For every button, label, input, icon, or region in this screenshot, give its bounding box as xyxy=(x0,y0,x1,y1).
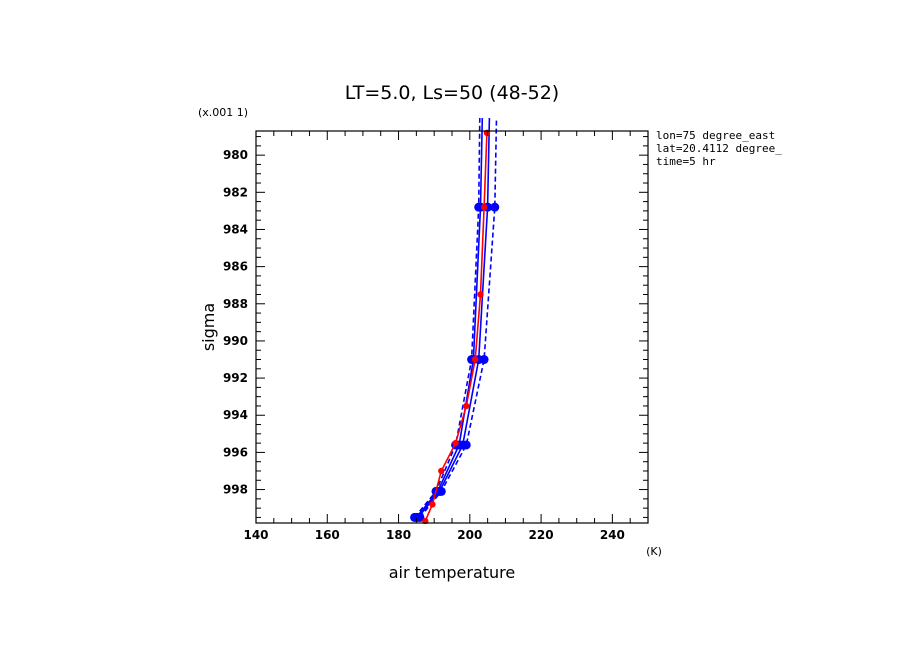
data-point xyxy=(463,402,470,410)
x-tick-label: 220 xyxy=(529,528,554,542)
y-tick-label: 986 xyxy=(223,260,248,274)
plot-frame xyxy=(255,130,649,524)
y-tick-label: 980 xyxy=(223,148,248,162)
data-point xyxy=(452,439,459,447)
series-line xyxy=(413,117,481,518)
y-unit-label: (x.001 1) xyxy=(198,106,248,119)
data-point xyxy=(429,501,436,508)
data-point xyxy=(410,512,420,522)
series-line xyxy=(415,117,484,518)
x-unit-label: (K) xyxy=(646,545,662,558)
x-tick-label: 160 xyxy=(315,528,340,542)
y-tick-label: 988 xyxy=(223,297,248,311)
y-axis: 980 982 984 986 988 990 992 994 996 998 xyxy=(223,136,648,518)
y-tick-label: 996 xyxy=(223,445,248,459)
data-point xyxy=(490,202,500,212)
y-tick-label: 984 xyxy=(223,222,248,236)
x-axis-title: air temperature xyxy=(389,563,515,582)
series-layer xyxy=(410,117,500,524)
data-point xyxy=(471,356,479,363)
y-tick-label: 982 xyxy=(223,185,248,199)
x-axis: 140 160 180 200 220 240 xyxy=(243,131,649,542)
y-tick-label: 990 xyxy=(223,334,248,348)
series-2 xyxy=(415,117,500,522)
data-point xyxy=(477,291,484,298)
x-tick-label: 180 xyxy=(386,528,411,542)
data-point xyxy=(438,467,445,475)
data-point xyxy=(474,202,484,212)
y-tick-label: 998 xyxy=(223,483,248,497)
data-point xyxy=(480,203,488,211)
x-tick-label: 200 xyxy=(457,528,482,542)
y-tick-label: 992 xyxy=(223,371,248,385)
chart-title: LT=5.0, Ls=50 (48-52) xyxy=(345,82,559,104)
annotation-time: time=5 hr xyxy=(656,155,716,168)
y-axis-title: sigma xyxy=(199,303,218,351)
x-tick-label: 140 xyxy=(243,528,268,542)
y-tick-label: 994 xyxy=(223,408,248,422)
data-point xyxy=(458,440,468,450)
x-tick-label: 240 xyxy=(600,528,625,542)
annotation-lat: lat=20.4112 degree_ xyxy=(656,142,782,155)
annotation-lon: lon=75 degree_east xyxy=(656,129,775,142)
series-line xyxy=(419,117,498,518)
